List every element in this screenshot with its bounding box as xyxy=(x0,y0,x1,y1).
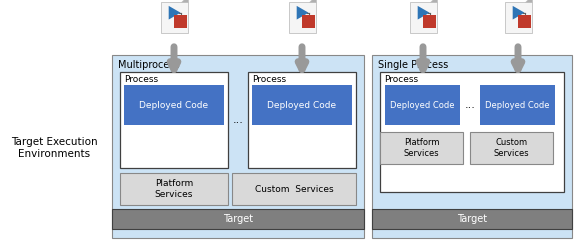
Text: Multiprocess: Multiprocess xyxy=(118,60,180,70)
Bar xyxy=(124,85,224,125)
Bar xyxy=(120,72,228,168)
Text: Custom  Services: Custom Services xyxy=(255,185,334,193)
Text: Single Process: Single Process xyxy=(378,60,448,70)
Text: Target: Target xyxy=(457,214,487,224)
Bar xyxy=(372,209,572,229)
Text: Target Execution
Environments: Target Execution Environments xyxy=(10,137,97,159)
Bar xyxy=(174,15,187,28)
Bar xyxy=(248,72,356,168)
Text: Deployed Code: Deployed Code xyxy=(267,100,336,110)
Polygon shape xyxy=(181,0,187,2)
Text: Custom
Services: Custom Services xyxy=(494,138,530,158)
Bar xyxy=(505,2,531,32)
Polygon shape xyxy=(430,0,437,2)
Bar xyxy=(423,15,436,28)
Bar xyxy=(480,85,555,125)
Polygon shape xyxy=(309,0,316,2)
Bar xyxy=(120,173,228,205)
Text: Deployed Code: Deployed Code xyxy=(139,100,209,110)
Bar xyxy=(232,173,356,205)
Bar xyxy=(409,2,437,32)
Bar xyxy=(380,132,463,164)
Bar xyxy=(470,132,553,164)
Text: ...: ... xyxy=(465,100,476,110)
Polygon shape xyxy=(525,0,531,2)
Bar xyxy=(385,85,460,125)
Bar xyxy=(112,55,364,238)
Text: Deployed Code: Deployed Code xyxy=(485,100,550,110)
Bar xyxy=(112,209,364,229)
Text: Process: Process xyxy=(384,74,418,84)
Bar xyxy=(519,15,531,28)
Bar xyxy=(161,2,187,32)
Text: Target: Target xyxy=(223,214,253,224)
Bar xyxy=(372,55,572,238)
Text: Deployed Code: Deployed Code xyxy=(390,100,455,110)
Bar xyxy=(288,2,316,32)
Bar xyxy=(380,72,564,192)
Text: Process: Process xyxy=(252,74,286,84)
Text: ...: ... xyxy=(233,115,244,125)
Bar xyxy=(252,85,352,125)
Bar xyxy=(302,15,315,28)
Text: Platform
Services: Platform Services xyxy=(404,138,439,158)
Text: Process: Process xyxy=(124,74,158,84)
Text: Platform
Services: Platform Services xyxy=(155,179,193,199)
